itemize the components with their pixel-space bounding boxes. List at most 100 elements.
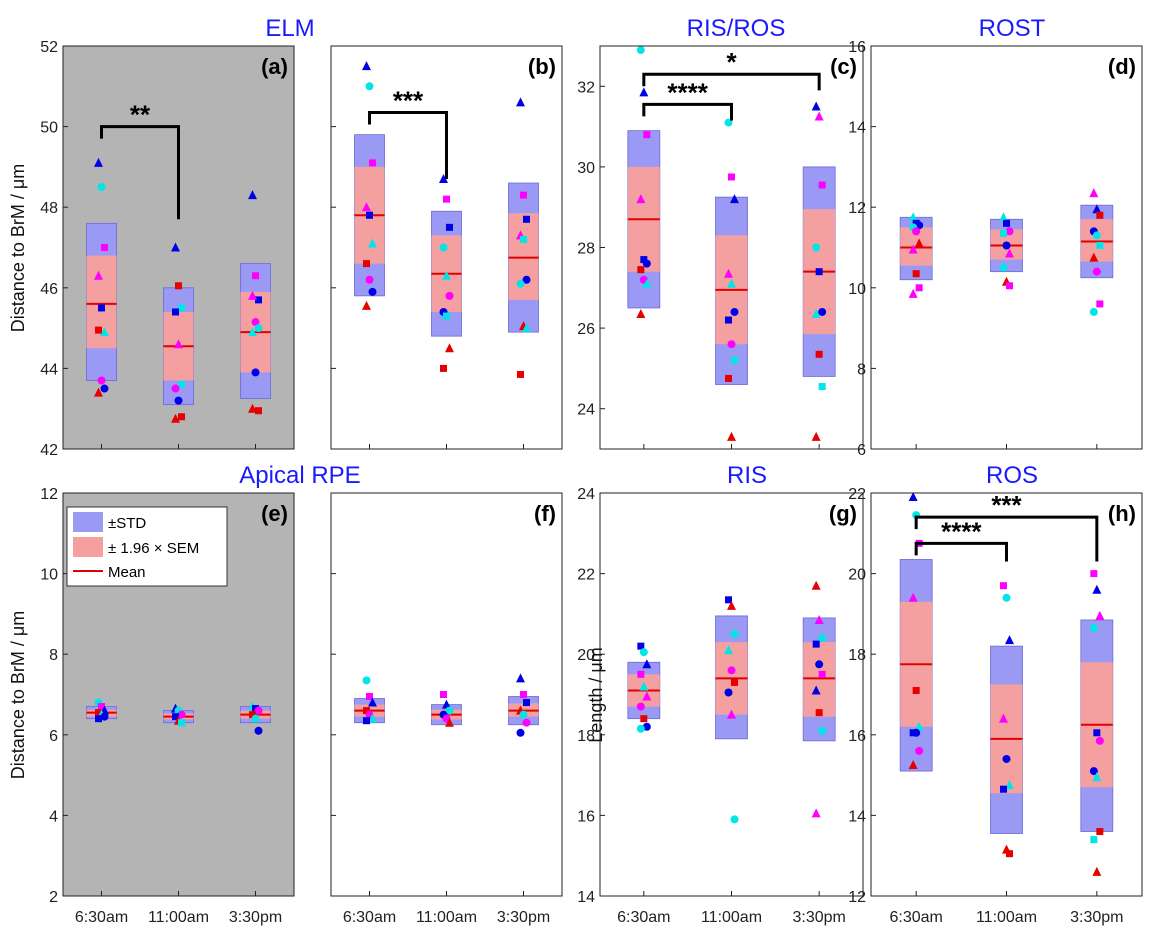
data-point (174, 339, 183, 349)
data-point (178, 413, 185, 421)
y-tick-label: 8 (49, 647, 58, 664)
data-point (1000, 785, 1007, 793)
data-point (724, 118, 733, 127)
y-tick-label: 52 (40, 39, 58, 56)
data-point (727, 340, 736, 349)
legend-sem-label: ± 1.96 × SEM (108, 540, 199, 557)
y-tick-label: 20 (848, 567, 866, 584)
data-point (248, 290, 257, 300)
y-tick-label: 2 (49, 889, 58, 906)
data-point (811, 431, 821, 441)
data-point (908, 492, 918, 502)
data-point (1092, 866, 1102, 876)
data-point (815, 350, 823, 358)
significance-label: *** (393, 85, 424, 115)
data-point (100, 384, 109, 393)
data-point (177, 710, 186, 719)
data-point (254, 726, 263, 735)
data-point (818, 670, 826, 678)
data-point (1090, 836, 1098, 844)
data-point (642, 722, 651, 731)
data-point (730, 194, 739, 204)
data-point (1089, 624, 1098, 633)
sem-band (1080, 219, 1113, 262)
data-point (999, 212, 1008, 222)
ylabel-length: Length / μm (586, 647, 606, 742)
data-point (727, 278, 736, 288)
data-point (255, 296, 262, 304)
data-point (445, 717, 454, 727)
data-point (1092, 267, 1101, 276)
data-point (724, 645, 733, 655)
data-point (248, 327, 257, 337)
data-point (522, 718, 531, 727)
panel-a: ** 42 44 46 48 50 52 (a) (40, 39, 295, 459)
data-point (814, 614, 824, 624)
data-point (908, 244, 918, 254)
data-point (1000, 582, 1007, 590)
data-point (248, 403, 257, 413)
data-point (97, 183, 106, 192)
data-point (1002, 754, 1011, 763)
data-point (730, 815, 739, 824)
data-point (516, 728, 525, 737)
y-tick-label: 50 (40, 120, 58, 137)
panel-label: (b) (528, 54, 556, 79)
data-point (811, 808, 821, 818)
data-point (636, 702, 645, 711)
y-tick-label: 42 (40, 442, 58, 459)
data-point (724, 268, 733, 278)
y-tick-label: 18 (577, 728, 595, 745)
x-tick-label: 3:30pm (792, 909, 845, 926)
data-point (368, 238, 377, 248)
data-point (523, 699, 530, 707)
y-tick-label: 10 (848, 281, 866, 298)
data-point (914, 238, 924, 248)
data-point (445, 343, 454, 353)
data-point (254, 706, 263, 715)
x-tick-label: 11:00am (148, 909, 209, 926)
y-tick-label: 10 (40, 567, 58, 584)
data-point (362, 676, 371, 685)
title-ris: RIS (727, 462, 767, 489)
title-apical-rpe: Apical RPE (239, 462, 360, 489)
data-point (94, 270, 103, 280)
data-point (814, 111, 824, 121)
data-point (1000, 229, 1007, 237)
data-point (818, 726, 827, 735)
data-point (730, 630, 739, 639)
data-point (254, 324, 263, 333)
data-point (252, 272, 259, 280)
y-tick-label: 12 (848, 200, 866, 217)
data-point (172, 308, 179, 316)
data-point (171, 242, 180, 252)
legend-sem-swatch (73, 537, 103, 557)
panel-label: (f) (534, 501, 556, 526)
data-point (642, 659, 652, 669)
data-point (908, 288, 918, 298)
data-point (519, 710, 528, 719)
significance-bracket (642, 72, 821, 91)
data-point (725, 374, 732, 382)
data-point (915, 746, 924, 755)
data-point (1096, 300, 1104, 308)
significance-label: **** (941, 516, 982, 546)
data-point (818, 634, 827, 643)
data-point (523, 215, 530, 223)
data-point (520, 235, 527, 243)
data-point (517, 370, 524, 378)
x-tick-label: 6:30am (75, 909, 128, 926)
data-point (94, 387, 103, 397)
data-point (908, 212, 918, 222)
data-point (101, 244, 108, 251)
data-point (636, 308, 646, 318)
data-point (522, 323, 531, 333)
y-tick-label: 46 (40, 281, 58, 298)
data-point (912, 686, 920, 694)
data-point (818, 383, 826, 391)
panel-d: 6 8 10 12 14 16 (d) (848, 39, 1143, 459)
x-tick-label: 6:30am (343, 909, 396, 926)
y-tick-label: 16 (848, 39, 866, 56)
data-point (251, 368, 260, 377)
